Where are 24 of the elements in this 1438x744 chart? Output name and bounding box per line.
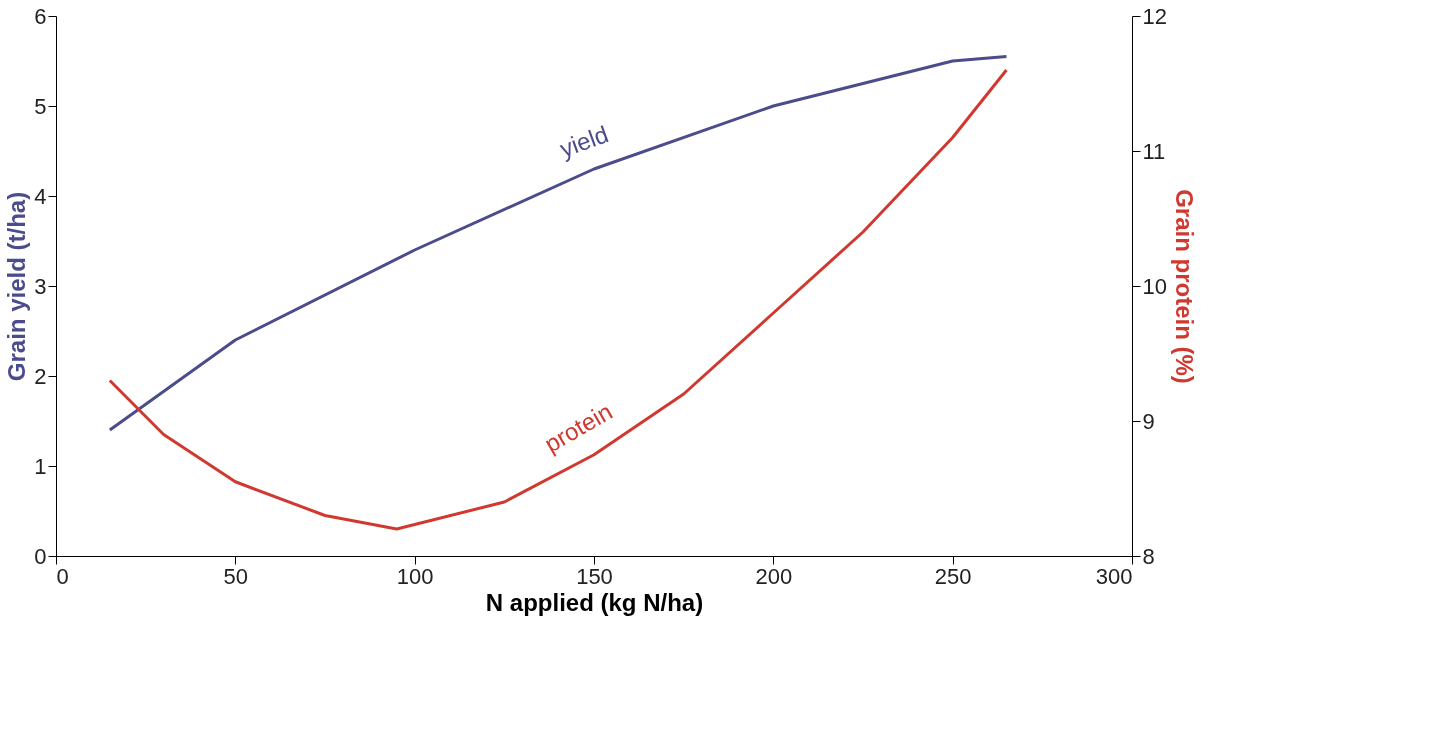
y2-tick-label: 11 (1142, 138, 1166, 164)
text: yield (556, 120, 612, 163)
y-axis-title: Grain yield (t/ha) (3, 191, 31, 382)
line-series (108, 68, 1008, 531)
y-tick-label: 1 (34, 453, 47, 479)
y-tick-label: 3 (34, 273, 47, 299)
y2-axis-title: Grain protein (%) (1170, 189, 1198, 384)
x-tick-label: 0 (56, 563, 69, 589)
y2-tick-label: 12 (1142, 3, 1167, 29)
x-tick-label: 200 (755, 563, 793, 589)
y2-tick-label: 10 (1142, 273, 1167, 299)
x-tick-label: 300 (1095, 563, 1133, 589)
y-tick-label: 2 (34, 363, 47, 389)
y-tick-label: 5 (34, 93, 47, 119)
x-tick-label: 50 (223, 563, 249, 589)
x-tick-label: 100 (396, 563, 434, 589)
x-tick-label: 250 (934, 563, 972, 589)
x-tick-label: 150 (576, 563, 613, 589)
y-tick-label: 4 (34, 183, 47, 209)
y-tick-label: 0 (34, 543, 47, 569)
y2-tick-label: 9 (1142, 408, 1155, 434)
y2-tick-label: 8 (1142, 543, 1155, 569)
x-axis-title: N applied (kg N/ha) (485, 588, 704, 616)
y-tick-label: 6 (34, 3, 47, 29)
